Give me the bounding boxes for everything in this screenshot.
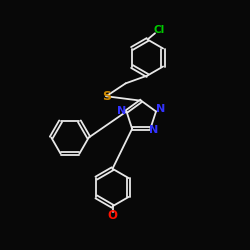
Text: O: O	[108, 209, 118, 222]
Text: S: S	[102, 90, 111, 103]
Text: N: N	[118, 106, 127, 117]
Text: Cl: Cl	[153, 25, 164, 35]
Text: N: N	[156, 104, 165, 115]
Text: N: N	[150, 125, 159, 135]
